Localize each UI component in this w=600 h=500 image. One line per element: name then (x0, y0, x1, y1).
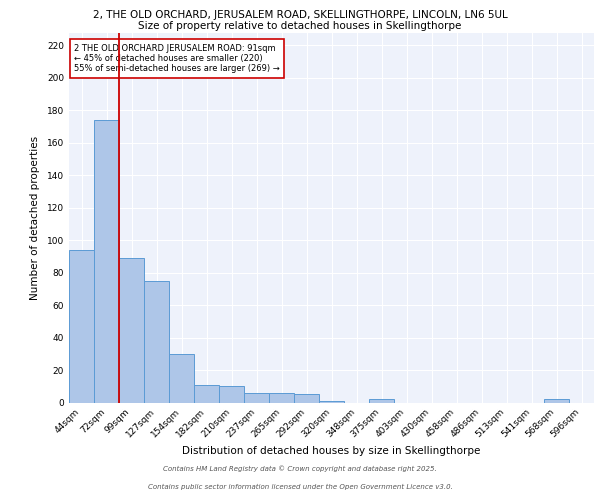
Bar (219, 386, 244, 402)
Bar (269, 393, 294, 402)
Bar (244, 393, 269, 402)
Y-axis label: Number of detached properties: Number of detached properties (30, 136, 40, 300)
X-axis label: Distribution of detached houses by size in Skellingthorpe: Distribution of detached houses by size … (182, 446, 481, 456)
Bar (544, 400, 569, 402)
Bar (369, 400, 394, 402)
Bar (169, 354, 194, 403)
Bar (144, 281, 169, 402)
Text: Contains public sector information licensed under the Open Government Licence v3: Contains public sector information licen… (148, 484, 452, 490)
Text: 2 THE OLD ORCHARD JERUSALEM ROAD: 91sqm
← 45% of detached houses are smaller (22: 2 THE OLD ORCHARD JERUSALEM ROAD: 91sqm … (74, 44, 280, 74)
Text: Contains HM Land Registry data © Crown copyright and database right 2025.: Contains HM Land Registry data © Crown c… (163, 466, 437, 472)
Bar (294, 394, 319, 402)
Bar (119, 258, 144, 402)
Bar (319, 401, 344, 402)
Bar (194, 384, 219, 402)
Text: Size of property relative to detached houses in Skellingthorpe: Size of property relative to detached ho… (139, 21, 461, 31)
Bar (94, 120, 119, 403)
Text: 2, THE OLD ORCHARD, JERUSALEM ROAD, SKELLINGTHORPE, LINCOLN, LN6 5UL: 2, THE OLD ORCHARD, JERUSALEM ROAD, SKEL… (92, 10, 508, 20)
Bar (69, 250, 94, 402)
